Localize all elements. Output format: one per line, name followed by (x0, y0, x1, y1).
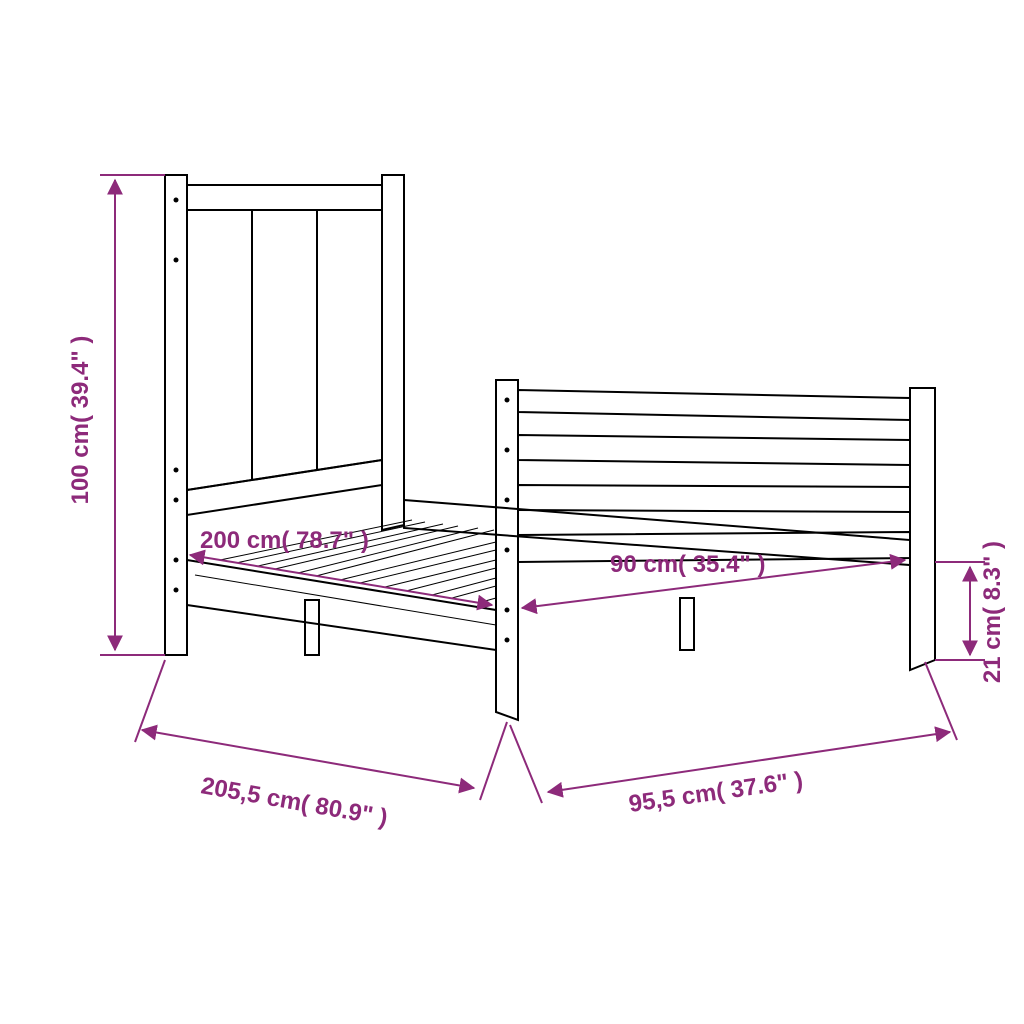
dim-outer-width: 95,5 cm( 37.6" ) (510, 662, 957, 818)
dim-inner-length: 200 cm( 78.7" ) (190, 527, 492, 605)
bed-frame-diagram: 100 cm( 39.4" ) 200 cm( 78.7" ) 90 cm( 3… (0, 0, 1024, 1024)
dim-clearance: 21 cm( 8.3" ) (935, 541, 1006, 683)
dim-outer-length: 205,5 cm( 80.9" ) (135, 660, 507, 832)
dim-height-label: 100 cm( 39.4" ) (67, 336, 94, 505)
dim-height: 100 cm( 39.4" ) (67, 175, 165, 655)
dimension-annotations: 100 cm( 39.4" ) 200 cm( 78.7" ) 90 cm( 3… (67, 175, 1006, 832)
dim-inner-length-label: 200 cm( 78.7" ) (200, 527, 369, 554)
bed-frame-lineart (165, 175, 935, 720)
dim-outer-length-label: 205,5 cm( 80.9" ) (199, 772, 390, 831)
dim-outer-width-label: 95,5 cm( 37.6" ) (627, 767, 805, 818)
dim-clearance-label: 21 cm( 8.3" ) (979, 541, 1006, 683)
dim-inner-width-label: 90 cm( 35.4" ) (610, 551, 765, 578)
